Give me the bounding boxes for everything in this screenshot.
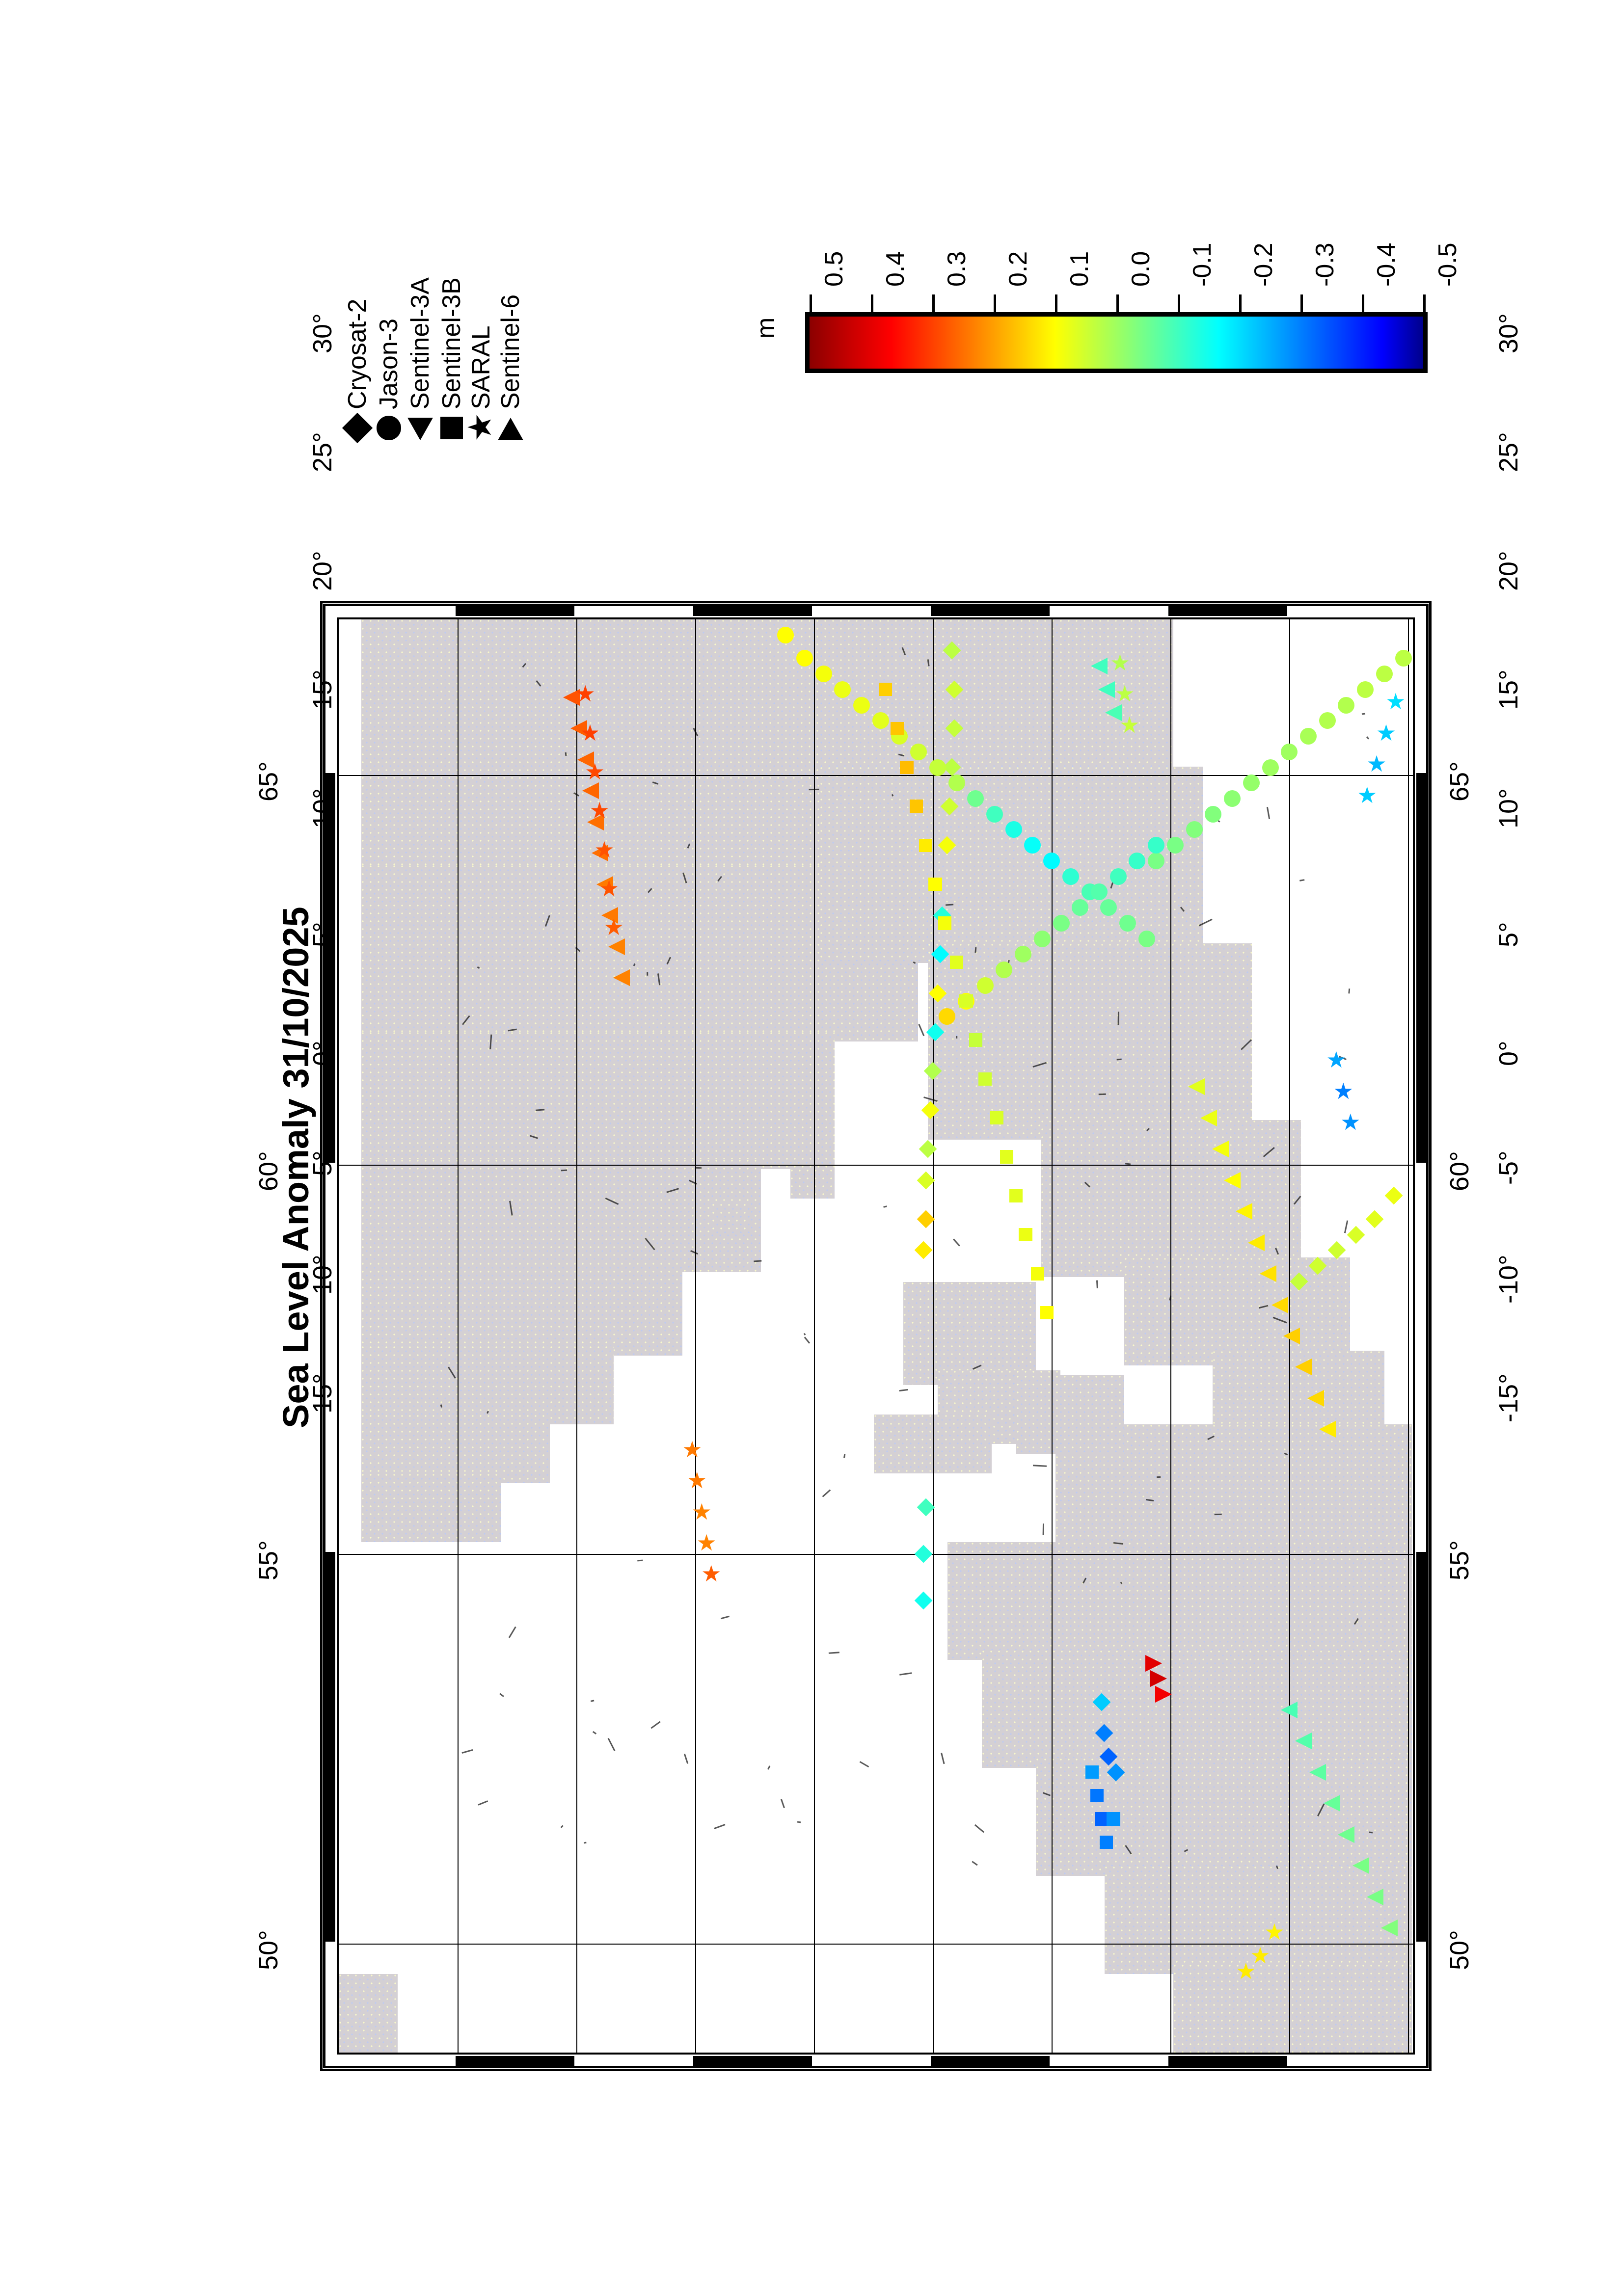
colorbar-tick-label: 0.3: [942, 251, 972, 287]
lat-label-right: 10°: [1493, 788, 1524, 828]
colorbar-tick: [1423, 294, 1426, 312]
right-triangle-marker-icon: [497, 414, 524, 442]
lat-label-left: 15°: [307, 669, 338, 710]
legend-item-sentinel-3b[interactable]: Sentinel-3B: [438, 216, 467, 442]
colorbar-tick: [1239, 294, 1242, 312]
colorbar-tick-label: 0.4: [881, 251, 910, 287]
circle-marker-icon: [375, 414, 403, 442]
frame-tick-bottom: [693, 2056, 812, 2068]
lon-label-bottom: 65°: [1444, 762, 1475, 802]
legend-item-jason-3[interactable]: Jason-3: [375, 216, 405, 442]
frame-tick-left: [324, 1552, 335, 1941]
frame-tick-left: [324, 773, 335, 1162]
frame-tick-top: [1168, 604, 1287, 616]
colorbar-tick-label: -0.5: [1433, 242, 1462, 287]
frame-tick-bottom: [1168, 2056, 1287, 2068]
lat-label-left: 30°: [307, 313, 338, 353]
colorbar-tick-label: -0.2: [1249, 242, 1278, 287]
lat-label-left: 5°: [307, 922, 338, 948]
colorbar-tick: [810, 294, 812, 312]
colorbar-tick-label: 0.5: [819, 251, 849, 287]
colorbar-tick-label: -0.1: [1188, 242, 1217, 287]
lat-label-left: 0°: [307, 1041, 338, 1067]
lat-label-left: 20°: [307, 551, 338, 591]
colorbar-tick: [1362, 294, 1364, 312]
legend-item-saral[interactable]: ★ SARAL: [467, 216, 497, 442]
lat-label-right: 30°: [1493, 313, 1524, 353]
legend-label: Sentinel-3B: [437, 277, 466, 409]
colorbar-tick: [1178, 294, 1180, 312]
frame-tick-top: [693, 604, 812, 616]
lon-label-bottom: 50°: [1444, 1930, 1475, 1970]
lon-label-top: 65°: [253, 762, 284, 802]
frame-tick-bottom: [456, 2056, 574, 2068]
frame-tick-top: [456, 604, 574, 616]
colorbar-tick: [932, 294, 935, 312]
lon-label-top: 50°: [253, 1930, 284, 1970]
colorbar-tick-label: 0.2: [1003, 251, 1033, 287]
lat-label-right: 0°: [1493, 1041, 1524, 1067]
left-triangle-marker-icon: [406, 414, 434, 442]
colorbar-unit-label: m: [751, 318, 781, 339]
legend-label: SARAL: [466, 325, 496, 409]
frame-tick-right: [1416, 1552, 1428, 1941]
legend-item-sentinel-3a[interactable]: Sentinel-3A: [406, 216, 436, 442]
legend-label: Cryosat-2: [343, 299, 372, 409]
lat-label-left: 10°: [307, 788, 338, 828]
lat-label-right: -10°: [1493, 1255, 1524, 1304]
star-marker-icon: ★: [467, 414, 495, 442]
lat-label-right: 25°: [1493, 432, 1524, 472]
frame-tick-right: [1416, 773, 1428, 1162]
colorbar[interactable]: [805, 312, 1428, 373]
map-frame-border: [323, 604, 1429, 2068]
lat-label-right: 15°: [1493, 669, 1524, 710]
colorbar-tick: [1116, 294, 1119, 312]
colorbar-tick-label: 0.1: [1065, 251, 1094, 287]
lon-label-top: 55°: [253, 1541, 284, 1581]
legend-item-cryosat-2[interactable]: Cryosat-2: [344, 216, 373, 442]
lat-label-right: -5°: [1493, 1151, 1524, 1185]
lat-label-left: 25°: [307, 432, 338, 472]
colorbar-tick-label: -0.3: [1310, 242, 1340, 287]
colorbar-tick: [871, 294, 873, 312]
frame-tick-top: [931, 604, 1050, 616]
lat-label-left: -15°: [307, 1374, 338, 1423]
legend-label: Sentinel-3A: [406, 277, 435, 409]
legend-label: Sentinel-6: [496, 294, 525, 409]
lon-label-bottom: 55°: [1444, 1541, 1475, 1581]
diamond-marker-icon: [344, 414, 371, 442]
frame-tick-bottom: [931, 2056, 1050, 2068]
lat-label-right: 5°: [1493, 922, 1524, 948]
colorbar-tick: [1055, 294, 1057, 312]
legend: Cryosat-2 Jason-3 Sentinel-3A Sentinel-3…: [344, 211, 560, 447]
colorbar-tick-label: 0.0: [1126, 251, 1156, 287]
colorbar-tick: [994, 294, 996, 312]
legend-item-sentinel-6[interactable]: Sentinel-6: [497, 216, 526, 442]
lat-label-left: -10°: [307, 1255, 338, 1304]
lat-label-right: 20°: [1493, 551, 1524, 591]
lon-label-bottom: 60°: [1444, 1151, 1475, 1191]
lon-label-top: 60°: [253, 1151, 284, 1191]
lat-label-left: -5°: [307, 1151, 338, 1185]
colorbar-tick-label: -0.4: [1372, 242, 1401, 287]
colorbar-tick: [1300, 294, 1303, 312]
legend-label: Jason-3: [374, 319, 404, 409]
lat-label-right: -15°: [1493, 1374, 1524, 1423]
